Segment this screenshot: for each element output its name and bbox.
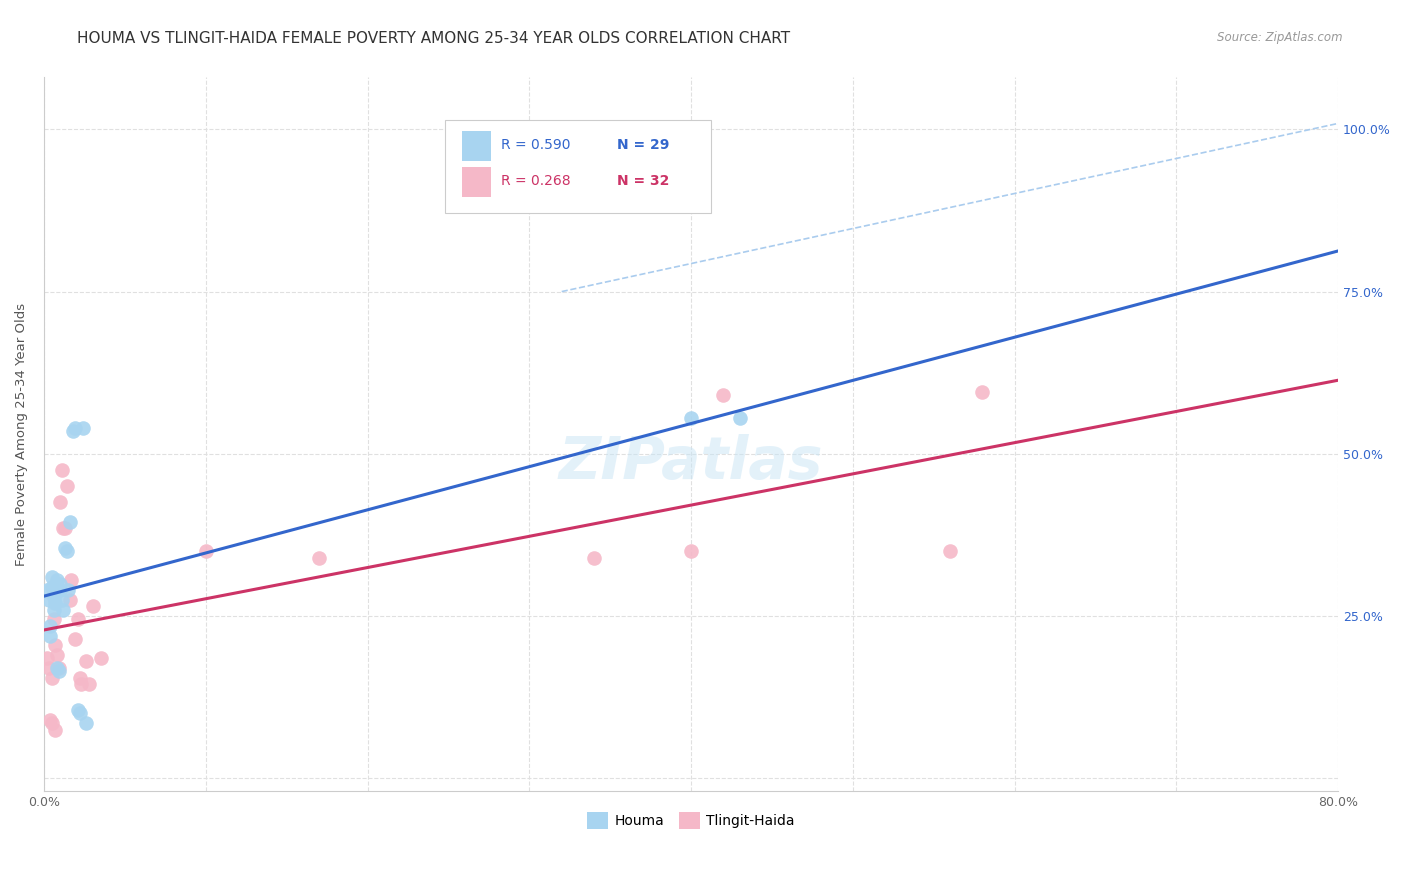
Legend: Houma, Tlingit-Haida: Houma, Tlingit-Haida (582, 806, 800, 834)
Point (82, 599, 104, 614)
Point (60, 574, 83, 588)
Point (51, 463, 73, 477)
Point (39, 619, 62, 633)
Point (38, 592, 60, 607)
Point (66, 703, 89, 717)
Point (42, 602, 65, 616)
Text: Source: ZipAtlas.com: Source: ZipAtlas.com (1218, 31, 1343, 45)
Text: HOUMA VS TLINGIT-HAIDA FEMALE POVERTY AMONG 25-34 YEAR OLDS CORRELATION CHART: HOUMA VS TLINGIT-HAIDA FEMALE POVERTY AM… (77, 31, 790, 46)
Text: ZIPatlas: ZIPatlas (558, 434, 824, 491)
Point (77, 677, 100, 691)
Point (939, 544, 962, 558)
Point (37, 583, 59, 598)
Point (49, 576, 72, 591)
Point (55, 479, 77, 493)
Point (69, 706, 91, 721)
Point (713, 388, 735, 402)
FancyBboxPatch shape (463, 167, 491, 196)
Point (75, 716, 97, 731)
Point (48, 664, 70, 678)
Point (48, 661, 70, 675)
Point (972, 385, 994, 400)
Point (49, 583, 72, 598)
Point (59, 515, 82, 529)
Point (39, 628, 62, 642)
Point (69, 671, 91, 685)
Point (52, 521, 75, 535)
Point (75, 655, 97, 669)
FancyBboxPatch shape (446, 120, 710, 213)
Point (53, 541, 76, 555)
Point (583, 550, 606, 565)
Point (44, 583, 66, 598)
Point (681, 544, 703, 558)
Point (62, 424, 84, 438)
Point (308, 550, 330, 565)
Point (41, 580, 63, 594)
Point (38, 661, 60, 675)
Point (45, 661, 67, 675)
Y-axis label: Female Poverty Among 25-34 Year Olds: Female Poverty Among 25-34 Year Olds (15, 302, 28, 566)
Point (72, 421, 94, 435)
Point (51, 592, 73, 607)
Point (45, 574, 67, 588)
FancyBboxPatch shape (463, 131, 491, 161)
Point (44, 638, 66, 652)
Point (41, 570, 63, 584)
Text: R = 0.268: R = 0.268 (501, 174, 571, 188)
Point (90, 651, 112, 665)
Point (37, 651, 59, 665)
Point (49, 495, 72, 509)
Point (681, 411, 703, 425)
Point (44, 596, 66, 610)
Point (59, 592, 82, 607)
Point (66, 612, 89, 626)
Point (55, 544, 77, 558)
Point (41, 671, 63, 685)
Point (42, 612, 65, 626)
Text: R = 0.590: R = 0.590 (501, 138, 571, 153)
Point (728, 411, 751, 425)
Point (39, 713, 62, 727)
Point (58, 583, 80, 598)
Text: N = 32: N = 32 (617, 174, 669, 188)
Point (63, 421, 86, 435)
Point (41, 716, 63, 731)
Point (42, 590, 65, 604)
Point (194, 544, 217, 558)
Point (52, 602, 75, 616)
Point (44, 723, 66, 737)
Point (45, 648, 67, 662)
Point (63, 632, 86, 646)
Point (53, 521, 76, 535)
Point (70, 677, 93, 691)
Text: N = 29: N = 29 (617, 138, 669, 153)
